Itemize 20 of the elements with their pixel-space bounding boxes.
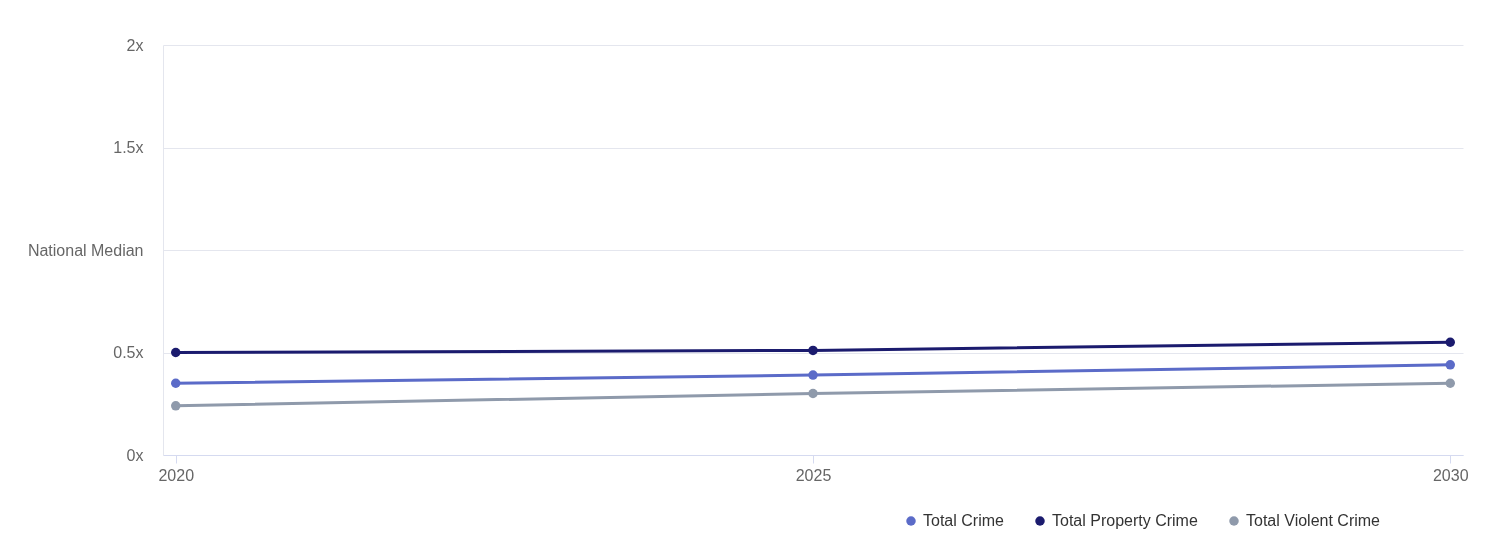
- legend-label: Total Violent Crime: [1246, 512, 1381, 529]
- y-tick-label: 0x: [126, 446, 144, 464]
- legend-label: Total Property Crime: [1052, 512, 1198, 529]
- y-tick-label: 1.5x: [113, 139, 144, 156]
- point: [1445, 360, 1455, 370]
- point: [1445, 337, 1455, 347]
- x-tick-label: 2025: [795, 466, 832, 484]
- y-tick-label: 0.5x: [113, 344, 144, 361]
- point: [808, 370, 818, 380]
- legend-label: Total Crime: [923, 512, 1005, 529]
- y-tick-label: National Median: [27, 241, 144, 259]
- point: [808, 388, 818, 399]
- y-tick-label: 2x: [126, 36, 144, 54]
- x-tick-label: 2020: [158, 466, 195, 484]
- x-tick-label: 2030: [1432, 466, 1469, 484]
- point: [171, 401, 181, 411]
- point: [171, 347, 181, 358]
- point: [171, 378, 181, 388]
- point: [808, 345, 818, 356]
- point: [1445, 378, 1455, 388]
